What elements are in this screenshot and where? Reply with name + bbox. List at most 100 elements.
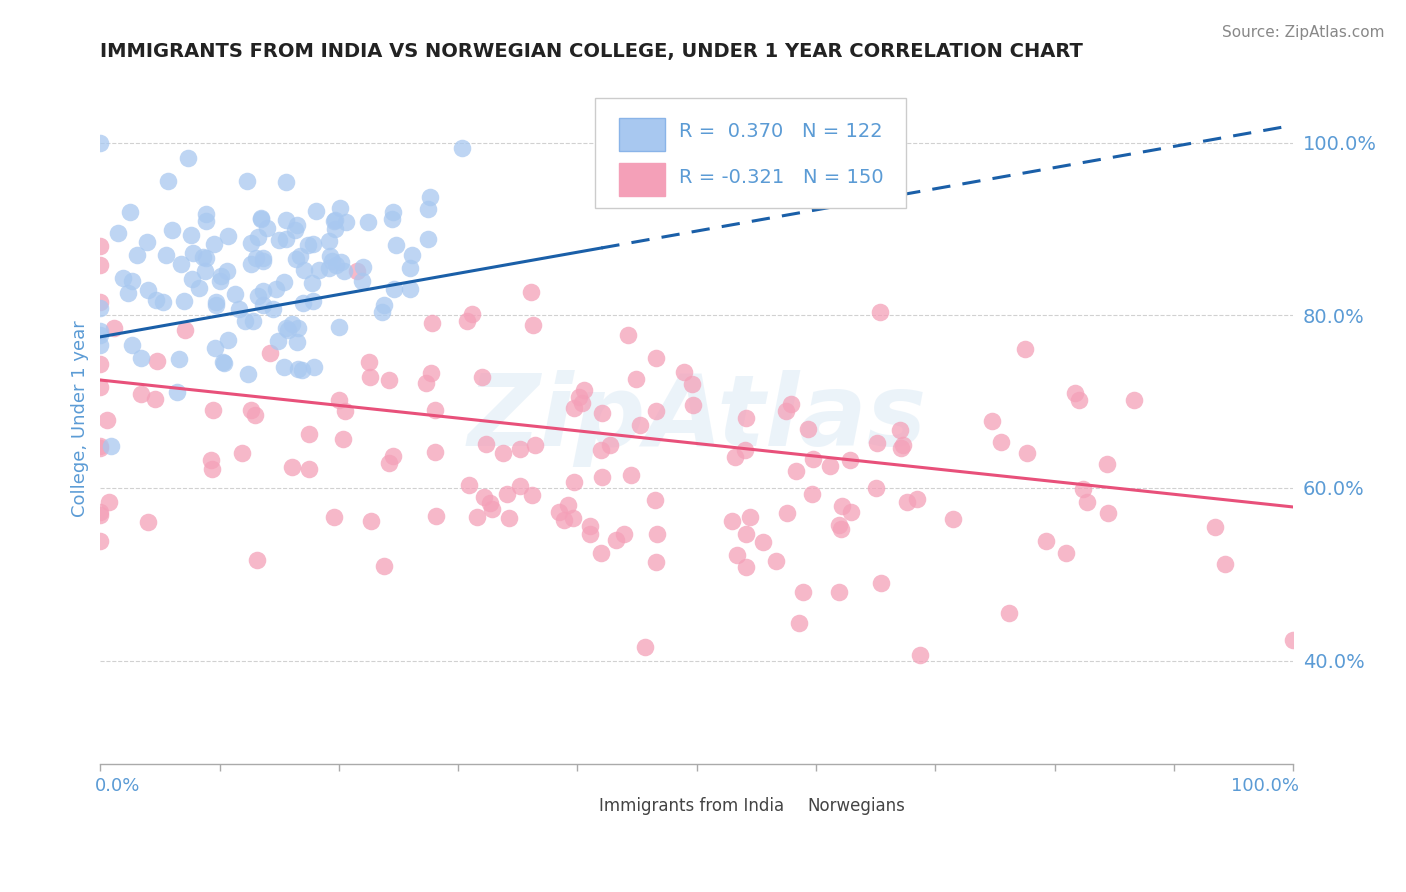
Point — [194, 214, 217, 228]
Point — [287, 362, 309, 376]
Text: R = -0.321   N = 150: R = -0.321 N = 150 — [679, 168, 883, 186]
Point — [264, 282, 287, 296]
Point — [180, 227, 202, 242]
Point — [1014, 342, 1036, 356]
Point — [143, 392, 166, 406]
Point — [195, 207, 218, 221]
Point — [475, 436, 498, 450]
Point — [269, 234, 291, 248]
Point — [308, 263, 330, 277]
Point — [215, 264, 238, 278]
Point — [277, 323, 299, 337]
Point — [423, 403, 446, 417]
Point — [425, 508, 447, 523]
Point — [177, 151, 200, 165]
Point — [211, 355, 233, 369]
Point — [239, 257, 262, 271]
Point — [644, 492, 666, 507]
Text: Norwegians: Norwegians — [807, 797, 905, 814]
Point — [245, 251, 267, 265]
Point — [291, 363, 314, 377]
Point — [942, 512, 965, 526]
Point — [329, 202, 352, 216]
Point — [371, 304, 394, 318]
Point — [131, 387, 153, 401]
Point — [599, 438, 621, 452]
Point — [323, 214, 346, 228]
Point — [1076, 495, 1098, 509]
Point — [481, 502, 503, 516]
Point — [287, 321, 309, 335]
Point — [103, 321, 125, 335]
Point — [673, 365, 696, 379]
Point — [725, 548, 748, 562]
Point — [290, 248, 312, 262]
Point — [645, 404, 668, 418]
Point — [89, 508, 111, 523]
Point — [1204, 520, 1226, 534]
Point — [1069, 393, 1091, 408]
Point — [562, 401, 585, 416]
Point — [472, 491, 495, 505]
Point — [509, 442, 531, 456]
Point — [399, 282, 422, 296]
Point — [166, 384, 188, 399]
Point — [385, 237, 408, 252]
Point — [839, 453, 862, 467]
Text: IMMIGRANTS FROM INDIA VS NORWEGIAN COLLEGE, UNDER 1 YEAR CORRELATION CHART: IMMIGRANTS FROM INDIA VS NORWEGIAN COLLE… — [100, 42, 1083, 61]
Point — [302, 359, 325, 374]
Point — [89, 136, 111, 150]
Point — [890, 441, 912, 455]
Point — [458, 478, 481, 492]
Point — [256, 221, 278, 235]
Point — [765, 554, 787, 568]
Point — [89, 258, 111, 272]
Point — [231, 446, 253, 460]
Point — [302, 294, 325, 309]
Point — [553, 513, 575, 527]
Point — [990, 434, 1012, 449]
Point — [321, 254, 343, 268]
Point — [721, 514, 744, 528]
Point — [465, 510, 488, 524]
Point — [1071, 482, 1094, 496]
Point — [96, 413, 118, 427]
Point — [318, 234, 340, 248]
Point — [267, 334, 290, 348]
Point — [420, 366, 443, 380]
Point — [250, 211, 273, 225]
Point — [217, 333, 239, 347]
Point — [273, 275, 295, 289]
Point — [285, 335, 308, 350]
Point — [574, 383, 596, 397]
Point — [294, 263, 316, 277]
Point — [302, 237, 325, 252]
Point — [520, 488, 543, 502]
Point — [734, 443, 756, 458]
Point — [869, 305, 891, 319]
Point — [830, 522, 852, 536]
Point — [89, 239, 111, 253]
Point — [787, 615, 810, 630]
FancyBboxPatch shape — [775, 798, 800, 814]
Point — [236, 367, 259, 381]
Point — [896, 495, 918, 509]
Point — [509, 479, 531, 493]
Point — [645, 351, 668, 365]
Point — [325, 222, 347, 236]
Point — [647, 526, 669, 541]
Point — [322, 510, 344, 524]
Point — [127, 248, 149, 262]
Point — [121, 338, 143, 352]
Point — [297, 238, 319, 252]
Point — [233, 314, 256, 328]
Point — [589, 546, 612, 560]
Point — [305, 204, 328, 219]
Point — [145, 354, 167, 368]
Point — [613, 527, 636, 541]
Point — [381, 205, 404, 219]
Point — [291, 295, 314, 310]
Point — [866, 436, 889, 450]
Point — [204, 298, 226, 312]
Point — [202, 237, 225, 252]
